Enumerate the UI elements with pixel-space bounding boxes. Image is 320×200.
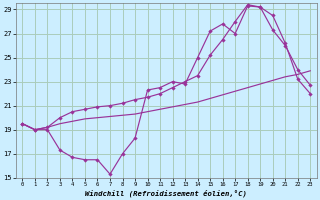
X-axis label: Windchill (Refroidissement éolien,°C): Windchill (Refroidissement éolien,°C) — [85, 189, 247, 197]
